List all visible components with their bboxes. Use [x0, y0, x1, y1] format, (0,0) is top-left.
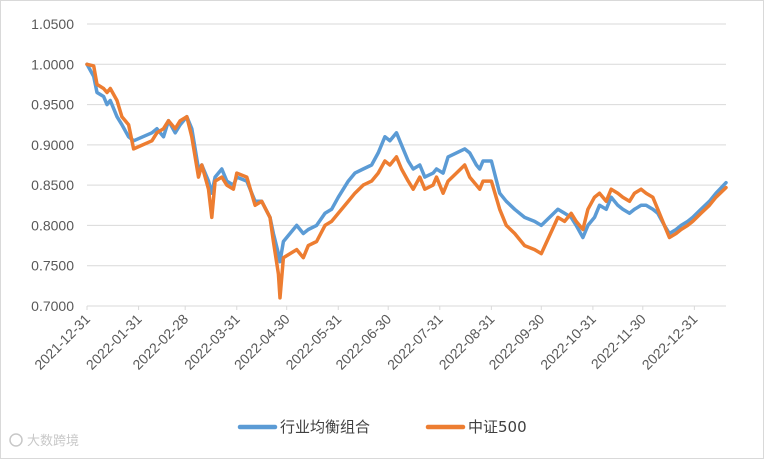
y-tick-label: 0.7500: [31, 258, 74, 274]
legend: 行业均衡组合 中证500: [237, 418, 527, 436]
series-line-2: [85, 62, 728, 300]
y-axis-ticks: 0.7000 0.7500 0.8000 0.8500 0.9000 0.9500 1.00…: [31, 16, 74, 314]
y-tick-label: 0.8500: [31, 177, 74, 193]
legend-label-series-2: 中证500: [468, 418, 527, 436]
y-tick-label: 0.9000: [31, 137, 74, 153]
watermark-logo-icon: [9, 433, 23, 447]
legend-label-series-1: 行业均衡组合: [280, 418, 370, 436]
watermark: 大数跨境: [9, 433, 79, 449]
y-tick-label: 0.7000: [31, 298, 74, 314]
series-lines: [85, 62, 728, 300]
y-tick-label: 1.0000: [31, 56, 74, 72]
y-tick-label: 0.8000: [31, 217, 74, 233]
y-tick-label: 1.0500: [31, 16, 74, 32]
watermark-text: 大数跨境: [27, 434, 79, 449]
y-tick-label: 0.9500: [31, 97, 74, 113]
